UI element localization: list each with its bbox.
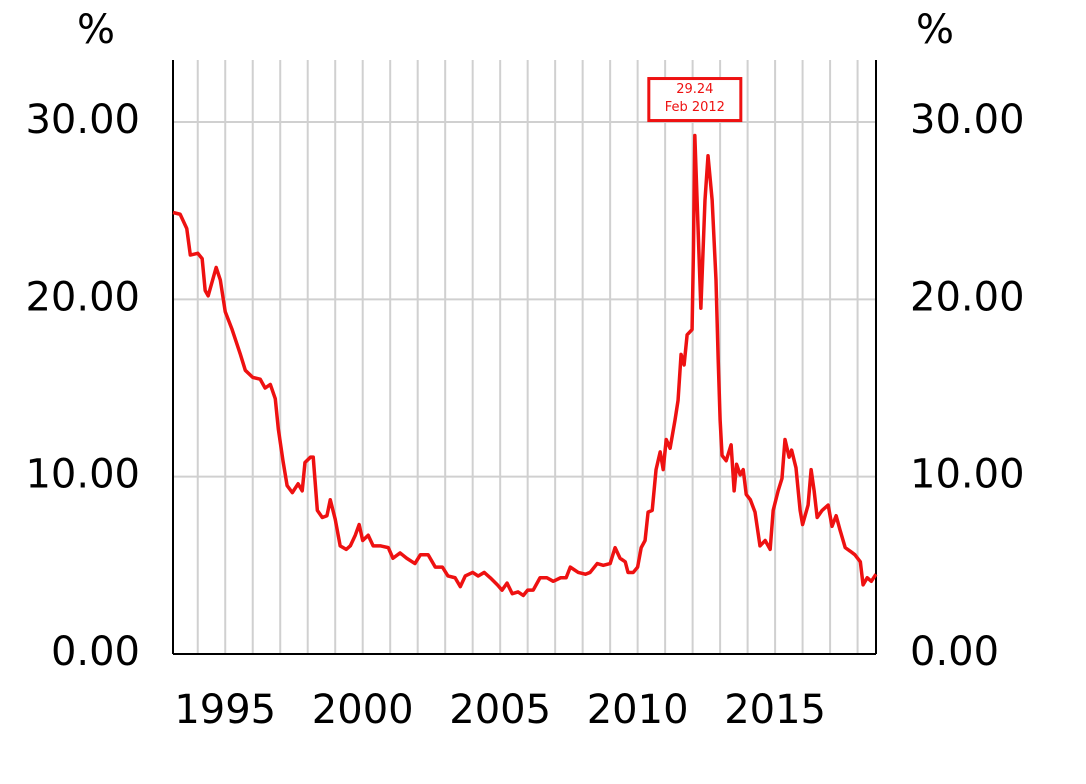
data-line	[172, 133, 878, 598]
x-tick-label: 1995	[174, 687, 276, 733]
y-tick-label: 10.00	[25, 452, 140, 498]
y-axis-label: %	[77, 7, 115, 53]
annotation-value: 29.24	[676, 82, 713, 97]
y2-tick-label: 20.00	[910, 274, 1025, 320]
y2-tick-label: 10.00	[910, 452, 1025, 498]
y-tick-label: 30.00	[25, 97, 140, 143]
y2-axis-label: %	[916, 7, 954, 53]
y-tick-label: 20.00	[25, 274, 140, 320]
annotation-box	[647, 77, 743, 123]
x-tick-label: 2010	[587, 687, 689, 733]
x-tick-label: 2000	[312, 687, 414, 733]
y-tick-label: 0.00	[51, 629, 140, 675]
x-tick-label: 2015	[724, 687, 826, 733]
y2-tick-label: 30.00	[910, 97, 1025, 143]
annotation-date: Feb 2012	[665, 100, 725, 115]
x-tick-label: 2005	[449, 687, 551, 733]
y2-tick-label: 0.00	[910, 629, 999, 675]
